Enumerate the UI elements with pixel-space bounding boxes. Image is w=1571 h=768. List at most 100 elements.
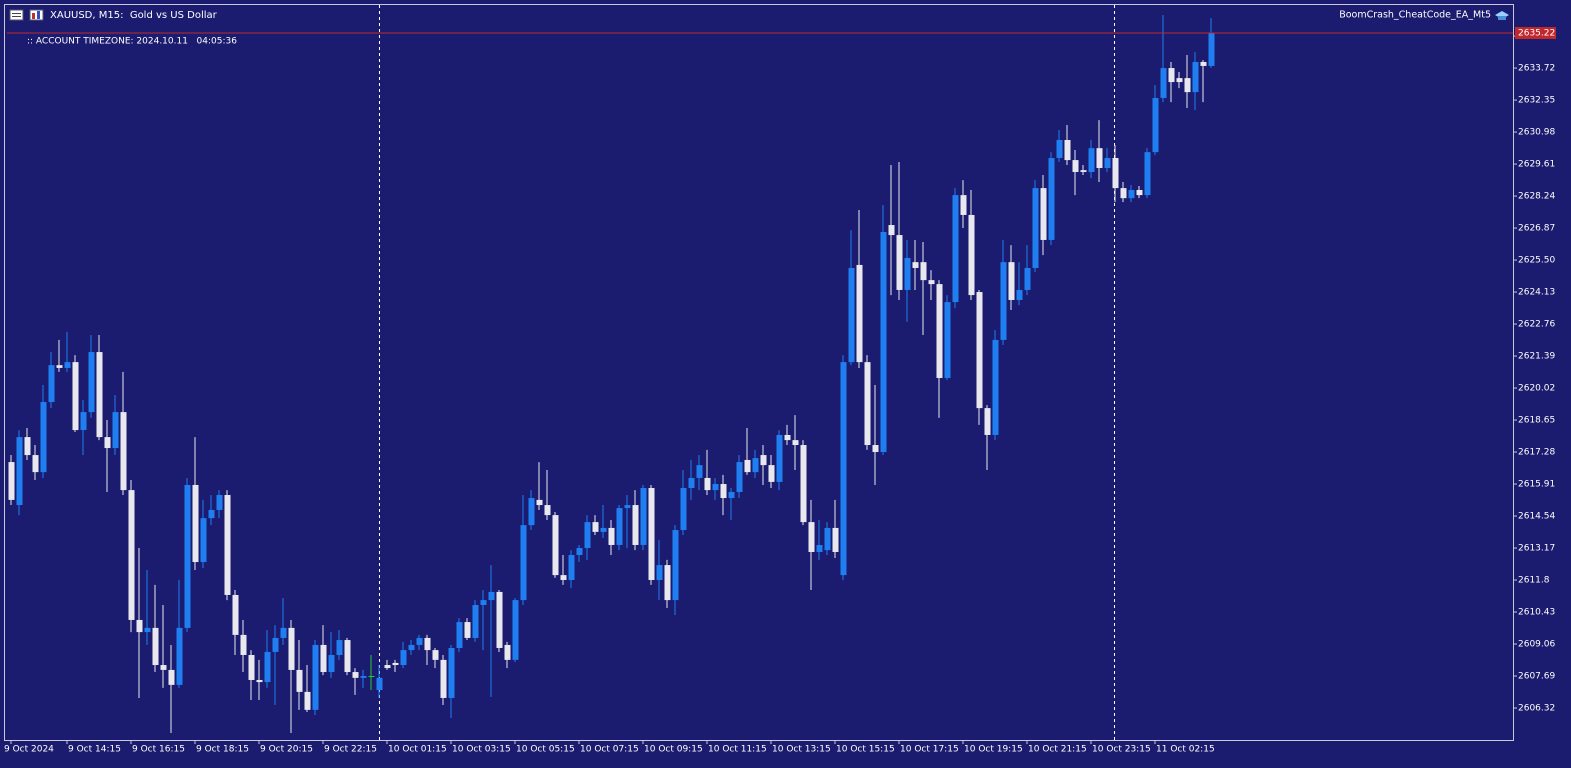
- candle-body: [40, 402, 47, 473]
- candle-body: [376, 677, 383, 691]
- candle-body: [280, 627, 287, 638]
- candle-body: [368, 676, 375, 678]
- candle-body: [160, 665, 167, 670]
- candle-body: [144, 627, 151, 633]
- candle-body: [520, 525, 527, 601]
- candle-body: [200, 518, 207, 563]
- candle-body: [1072, 160, 1079, 172]
- y-tick-label: 2613.17: [1518, 544, 1555, 554]
- candle-body: [656, 565, 663, 581]
- candle-body: [424, 637, 431, 651]
- candle-body: [696, 465, 703, 478]
- candle-body: [744, 459, 751, 473]
- candle-body: [208, 509, 215, 519]
- candle-body: [888, 225, 895, 236]
- candle-body: [344, 640, 351, 673]
- candle-body: [352, 672, 359, 678]
- y-tick-label: 2609.06: [1518, 640, 1555, 650]
- candle-body: [960, 195, 967, 215]
- x-tick-label: 10 Oct 13:15: [772, 745, 831, 755]
- y-tick-label: 2632.35: [1518, 96, 1555, 106]
- candle-body: [864, 362, 871, 446]
- candle-body: [512, 600, 519, 660]
- candle-body: [136, 619, 143, 633]
- x-tick-label: 10 Oct 21:15: [1028, 745, 1087, 755]
- candle-body: [984, 408, 991, 435]
- candle-body: [48, 365, 55, 403]
- x-tick-label: 10 Oct 17:15: [900, 745, 959, 755]
- candle-body: [792, 440, 799, 446]
- candle-body: [800, 445, 807, 523]
- candle-body: [96, 352, 103, 438]
- candle-body: [432, 650, 439, 660]
- candle-body: [616, 508, 623, 545]
- y-tick-label: 2622.76: [1518, 320, 1555, 330]
- candle-body: [304, 691, 311, 710]
- expert-icon[interactable]: [1495, 11, 1509, 20]
- x-tick-label: 10 Oct 11:15: [708, 745, 767, 755]
- candle-body: [440, 659, 447, 698]
- candle-body: [680, 487, 687, 531]
- candle-body: [1024, 267, 1031, 290]
- candle-body: [168, 669, 175, 685]
- candle-body: [480, 600, 487, 606]
- candle-body: [608, 527, 615, 545]
- candle-body: [328, 654, 335, 673]
- candle-body: [1040, 188, 1047, 240]
- candle-body: [552, 515, 559, 576]
- candle-body: [592, 522, 599, 532]
- candle-body: [128, 490, 135, 620]
- x-tick-label: 10 Oct 09:15: [644, 745, 703, 755]
- candle-body: [976, 292, 983, 409]
- candle-body: [1192, 61, 1199, 93]
- candle-body: [1080, 170, 1087, 172]
- menu-icon[interactable]: [9, 9, 24, 21]
- x-tick-label: 10 Oct 19:15: [964, 745, 1023, 755]
- last-price-label: 2635.22: [1518, 29, 1555, 39]
- candle-body: [488, 591, 495, 601]
- chart-icon[interactable]: [29, 9, 44, 21]
- y-tick-label: 2625.50: [1518, 256, 1555, 266]
- y-tick-label: 2633.72: [1518, 64, 1555, 74]
- x-tick-label: 10 Oct 01:15: [388, 745, 447, 755]
- candle-body: [320, 644, 327, 673]
- y-tick-label: 2617.28: [1518, 448, 1555, 458]
- candle-body: [104, 437, 111, 449]
- candle-body: [952, 195, 959, 303]
- candle-body: [8, 462, 15, 500]
- candle-body: [152, 627, 159, 666]
- candle-body: [880, 232, 887, 453]
- candle-body: [912, 262, 919, 268]
- candle-body: [688, 477, 695, 488]
- y-tick-label: 2620.02: [1518, 384, 1555, 394]
- y-tick-label: 2618.65: [1518, 416, 1555, 426]
- candle-body: [968, 214, 975, 296]
- candle-body: [1008, 262, 1015, 300]
- x-tick-label: 9 Oct 16:15: [132, 745, 185, 755]
- candle-body: [568, 555, 575, 581]
- candle-body: [1128, 189, 1135, 199]
- candle-body: [232, 594, 239, 635]
- candle-body: [624, 505, 631, 509]
- candle-body: [768, 465, 775, 482]
- candle-body: [248, 654, 255, 680]
- y-tick-label: 2606.32: [1518, 704, 1555, 714]
- candle-body: [1104, 157, 1111, 169]
- candle-body: [1160, 68, 1167, 98]
- candle-body: [1144, 152, 1151, 196]
- y-tick-label: 2626.87: [1518, 224, 1555, 234]
- candle-body: [1112, 157, 1119, 189]
- candle-body: [1016, 289, 1023, 300]
- x-tick-label: 9 Oct 14:15: [68, 745, 121, 755]
- y-tick-label: 2614.54: [1518, 512, 1555, 522]
- candle-body: [664, 565, 671, 601]
- candle-body: [584, 522, 591, 549]
- chart-title: XAUUSD, M15: Gold vs US Dollar: [50, 10, 218, 21]
- candle-body: [840, 362, 847, 576]
- candle-body: [816, 544, 823, 552]
- chart-icon-bar: [37, 11, 40, 19]
- candle-body: [736, 462, 743, 492]
- candle-body: [704, 477, 711, 491]
- candle-body: [752, 458, 759, 473]
- candle-body: [472, 605, 479, 638]
